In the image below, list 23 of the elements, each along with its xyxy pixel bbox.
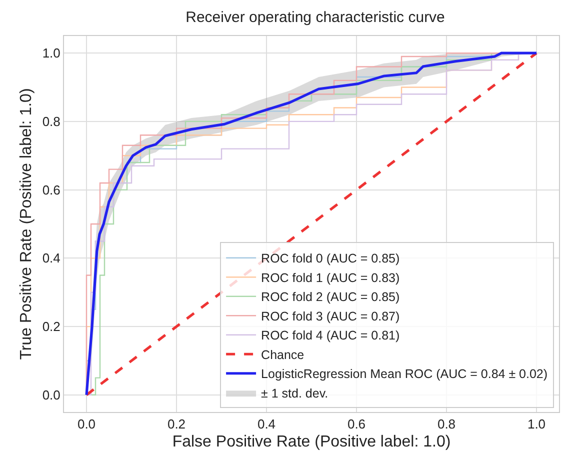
y-axis-title: True Positive Rate (Positive label: 1.0) — [18, 88, 36, 360]
y-tick-label: 1.0 — [42, 46, 60, 61]
y-tick-label: 0.6 — [42, 182, 60, 198]
y-tick-label: 0.8 — [42, 114, 60, 129]
x-tick-label: 0.6 — [347, 416, 366, 432]
x-tick-label: 0.8 — [437, 416, 456, 432]
x-tick-label: 0.0 — [77, 416, 96, 432]
y-tick-label: 0.2 — [42, 319, 60, 334]
legend-label: LogisticRegression Mean ROC (AUC = 0.84 ± 0.02) — [261, 367, 548, 382]
legend-label: ROC fold 2 (AUC = 0.85) — [261, 290, 400, 304]
legend-label: ROC fold 4 (AUC = 0.81) — [261, 328, 400, 343]
chart-title: Receiver operating characteristic curve — [186, 8, 445, 26]
legend-label: ROC fold 0 (AUC = 0.85) — [261, 252, 400, 266]
x-tick-label: 0.2 — [167, 416, 186, 432]
legend-label: ROC fold 3 (AUC = 0.87) — [261, 309, 400, 324]
annotation: ± 1 std. dev. — [261, 386, 328, 400]
y-tick-label: 0.0 — [42, 387, 60, 402]
legend-label: ROC fold 1 (AUC = 0.83) — [261, 270, 400, 285]
x-tick-label: 1.0 — [527, 416, 546, 432]
y-tick-label: 0.4 — [42, 250, 60, 266]
legend-label: Chance — [261, 348, 304, 362]
x-tick-label: 0.4 — [257, 416, 276, 432]
x-axis-title: False Positive Rate (Positive label: 1.0) — [172, 433, 451, 450]
